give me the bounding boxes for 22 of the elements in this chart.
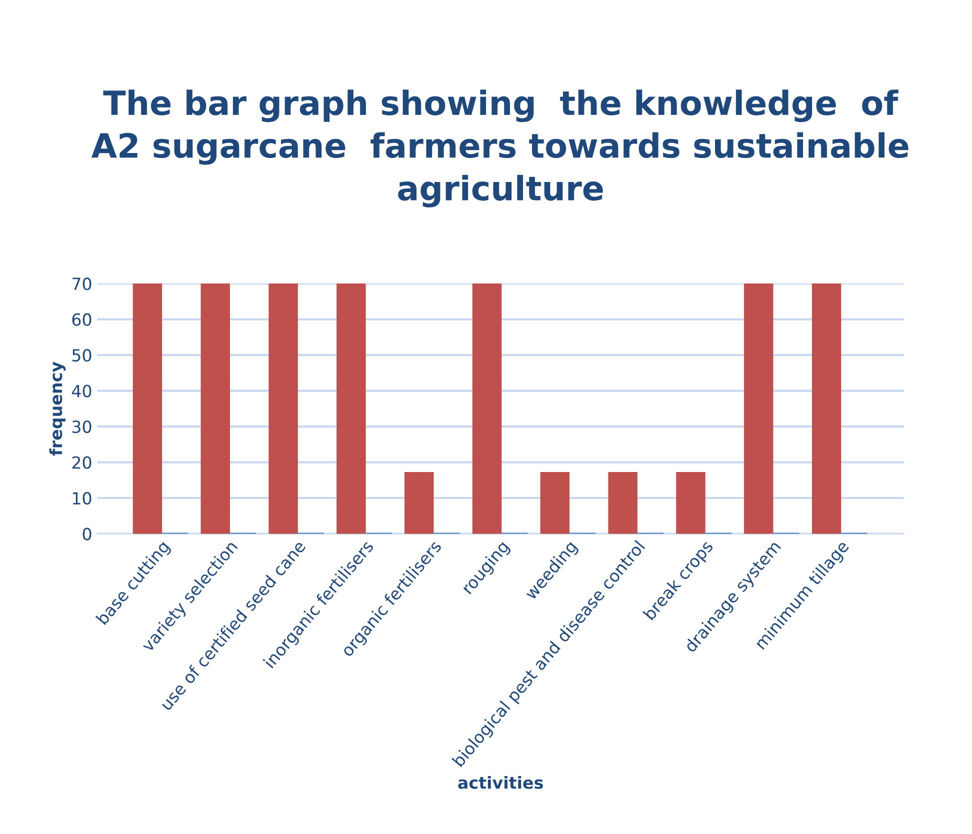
y-tick-label: 60 xyxy=(72,313,92,326)
y-tick-label: 50 xyxy=(72,349,92,362)
y-tick-label: 30 xyxy=(72,420,92,434)
bar xyxy=(812,284,842,534)
bar xyxy=(404,472,434,534)
chart-title: The bar graph showing the knowledge of A2 sugarcane farmers towards sustainable agriculture xyxy=(91,90,908,208)
y-axis-title: frequency xyxy=(49,362,66,456)
bar xyxy=(608,472,638,534)
bar xyxy=(676,472,706,534)
y-tick-label: 20 xyxy=(72,456,92,469)
bar xyxy=(744,284,774,534)
bar xyxy=(472,284,502,534)
bar xyxy=(200,284,230,534)
bar xyxy=(132,284,162,534)
y-tick-label: 0 xyxy=(82,528,92,540)
bar xyxy=(336,284,366,534)
y-tick-label: 10 xyxy=(72,492,92,505)
x-axis-title: activities xyxy=(458,776,543,789)
bar xyxy=(540,472,570,534)
y-tick-label: 40 xyxy=(72,384,92,398)
y-tick-label: 70 xyxy=(72,278,92,290)
bar xyxy=(268,284,298,534)
